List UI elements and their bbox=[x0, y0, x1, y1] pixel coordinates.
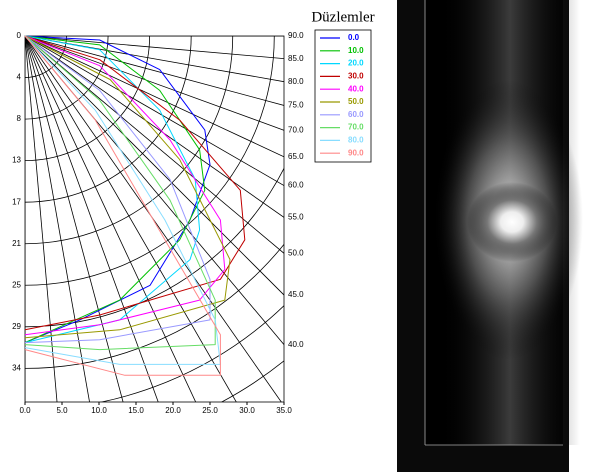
x-tick-label: 15.0 bbox=[128, 406, 144, 415]
y-tick-label: 17 bbox=[12, 197, 21, 206]
x-tick-label: 10.0 bbox=[91, 406, 107, 415]
legend-label: 50.0 bbox=[348, 97, 364, 106]
legend-label: 20.0 bbox=[348, 59, 364, 68]
x-tick-label: 20.0 bbox=[165, 406, 181, 415]
grid-ray bbox=[25, 36, 58, 402]
series-line bbox=[24, 35, 246, 331]
plot-area bbox=[24, 35, 285, 403]
grid-ray bbox=[25, 36, 284, 158]
grid-ray bbox=[25, 36, 237, 402]
series-line bbox=[24, 35, 201, 344]
angle-label: 85.0 bbox=[288, 54, 304, 63]
x-tick-label: 5.0 bbox=[56, 406, 68, 415]
angle-label: 50.0 bbox=[288, 248, 304, 257]
grid-ray bbox=[25, 36, 284, 296]
series-line bbox=[24, 35, 216, 351]
angle-label: 80.0 bbox=[288, 77, 304, 86]
x-tick-label: 0.0 bbox=[19, 406, 31, 415]
beam-image bbox=[397, 0, 583, 472]
angle-label: 40.0 bbox=[288, 340, 304, 349]
y-tick-label: 29 bbox=[12, 322, 21, 331]
series-line bbox=[24, 35, 231, 339]
grid-ray bbox=[25, 36, 284, 60]
series-line bbox=[24, 35, 226, 336]
legend-label: 70.0 bbox=[348, 123, 364, 132]
series-line bbox=[24, 35, 211, 344]
legend-label: 0.0 bbox=[348, 33, 360, 42]
grid-ray bbox=[25, 36, 284, 106]
legend-label: 60.0 bbox=[348, 110, 364, 119]
angle-label: 65.0 bbox=[288, 152, 304, 161]
y-tick-label: 13 bbox=[12, 156, 21, 165]
grid-arc bbox=[99, 305, 284, 402]
grid-ray bbox=[25, 36, 159, 402]
y-tick-label: 0 bbox=[17, 31, 22, 40]
y-tick-label: 4 bbox=[17, 73, 22, 82]
series-line bbox=[24, 35, 206, 344]
angle-label: 70.0 bbox=[288, 125, 304, 134]
y-tick-label: 25 bbox=[12, 280, 21, 289]
grid-ray bbox=[25, 36, 197, 402]
y-tick-label: 8 bbox=[17, 114, 22, 123]
angle-label: 90.0 bbox=[288, 31, 304, 40]
angle-label: 45.0 bbox=[288, 290, 304, 299]
y-tick-label: 21 bbox=[12, 239, 21, 248]
grid-ray bbox=[25, 36, 284, 254]
grid-ray bbox=[25, 36, 90, 402]
angle-label: 75.0 bbox=[288, 101, 304, 110]
legend-label: 40.0 bbox=[348, 84, 364, 93]
series-line bbox=[24, 35, 211, 344]
x-tick-label: 30.0 bbox=[239, 406, 255, 415]
legend-label: 10.0 bbox=[348, 46, 364, 55]
legend-label: 90.0 bbox=[348, 148, 364, 157]
angle-label: 60.0 bbox=[288, 181, 304, 190]
grid-ray bbox=[25, 36, 284, 83]
angle-label: 55.0 bbox=[288, 212, 304, 221]
legend-label: 30.0 bbox=[348, 72, 364, 81]
x-tick-label: 25.0 bbox=[202, 406, 218, 415]
legend-label: 80.0 bbox=[348, 136, 364, 145]
y-tick-label: 34 bbox=[12, 363, 21, 372]
plot-grid bbox=[25, 36, 284, 402]
grid-ray bbox=[25, 36, 124, 402]
series-line bbox=[24, 35, 221, 376]
grid-ray bbox=[25, 36, 284, 186]
series-line bbox=[24, 35, 221, 365]
legend-title: Düzlemler bbox=[311, 9, 374, 25]
grid-ray bbox=[25, 36, 284, 131]
x-tick-label: 35.0 bbox=[276, 406, 292, 415]
grid-ray bbox=[25, 36, 284, 218]
